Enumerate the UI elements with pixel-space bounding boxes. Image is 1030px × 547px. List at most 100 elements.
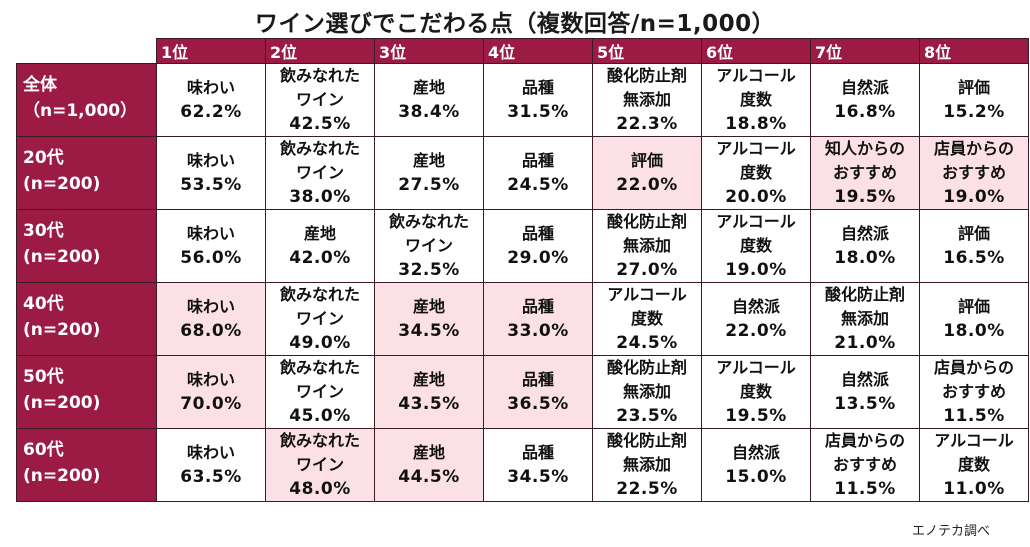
cell-percent: 29.0%: [507, 248, 569, 268]
table-cell: 味わい 70.0%: [156, 355, 266, 429]
cell-percent: 19.0%: [725, 260, 787, 280]
rank-header: 6位: [701, 38, 811, 64]
cell-label: 自然派: [731, 443, 780, 462]
table-cell: 飲みなれた ワイン 45.0%: [265, 355, 375, 429]
cell-percent: 38.0%: [289, 187, 351, 207]
table-cell: アルコール 度数 20.0%: [701, 136, 811, 210]
cell-percent: 15.2%: [943, 102, 1005, 122]
cell-percent: 27.5%: [398, 175, 460, 195]
row-group-label: 40代: [23, 294, 64, 314]
cell-percent: 19.5%: [834, 187, 896, 207]
table-cell: 自然派 15.0%: [701, 428, 811, 502]
cell-label: 自然派: [731, 297, 780, 316]
cell-percent: 18.8%: [725, 114, 787, 134]
cell-label: 産地: [412, 297, 445, 316]
cell-percent: 70.0%: [180, 394, 242, 414]
cell-percent: 22.3%: [616, 114, 678, 134]
cell-label: 飲みなれた ワイン: [279, 358, 360, 401]
cell-label: 産地: [412, 151, 445, 170]
cell-label: 産地: [412, 78, 445, 97]
cell-label: 自然派: [840, 370, 889, 389]
table-cell: アルコール 度数 19.5%: [701, 355, 811, 429]
cell-label: 評価: [630, 151, 663, 170]
table-row: 50代 (n=200) 味わい 70.0% 飲みなれた ワイン 45.0% 産地 43.5% 品…: [16, 355, 1029, 429]
row-group-label: 50代: [23, 367, 64, 387]
cell-percent: 22.0%: [616, 175, 678, 195]
cell-label: アルコール 度数: [716, 66, 796, 109]
ranking-table: 1位 2位 3位 4位 5位 6位 7位 8位 全体 （n=1,000） 味わい 62…: [16, 38, 1029, 502]
cell-percent: 11.0%: [943, 479, 1005, 499]
cell-label: 店員からの おすすめ: [933, 358, 1014, 401]
cell-label: アルコール 度数: [716, 358, 796, 401]
cell-percent: 22.0%: [725, 321, 787, 341]
row-header: 60代 (n=200): [16, 428, 157, 502]
row-sample-size: （n=1,000）: [23, 101, 138, 121]
table-cell: 産地 38.4%: [374, 63, 484, 137]
table-cell: 飲みなれた ワイン 32.5%: [374, 209, 484, 283]
cell-percent: 42.5%: [289, 114, 351, 134]
row-sample-size: (n=200): [23, 466, 101, 486]
table-cell: 飲みなれた ワイン 48.0%: [265, 428, 375, 502]
row-header: 30代 (n=200): [16, 209, 157, 283]
table-cell: 評価 22.0%: [592, 136, 702, 210]
cell-percent: 18.0%: [834, 248, 896, 268]
cell-label: 飲みなれた ワイン: [388, 212, 469, 255]
table-cell: 店員からの おすすめ 11.5%: [810, 428, 920, 502]
cell-percent: 18.0%: [943, 321, 1005, 341]
cell-label: 評価: [957, 78, 990, 97]
cell-percent: 19.5%: [725, 406, 787, 426]
table-body: 全体 （n=1,000） 味わい 62.2% 飲みなれた ワイン 42.5% 産地 38.4%…: [16, 63, 1029, 502]
table-cell: 自然派 13.5%: [810, 355, 920, 429]
table-cell: 品種 24.5%: [483, 136, 593, 210]
cell-percent: 32.5%: [398, 260, 460, 280]
table-cell: 酸化防止剤 無添加 21.0%: [810, 282, 920, 356]
row-sample-size: (n=200): [23, 174, 101, 194]
cell-percent: 11.5%: [834, 479, 896, 499]
table-cell: アルコール 度数 18.8%: [701, 63, 811, 137]
table-cell: 知人からの おすすめ 19.5%: [810, 136, 920, 210]
table-cell: 品種 33.0%: [483, 282, 593, 356]
cell-percent: 34.5%: [507, 467, 569, 487]
cell-label: 自然派: [840, 78, 889, 97]
cell-percent: 23.5%: [616, 406, 678, 426]
row-group-label: 60代: [23, 440, 64, 460]
rank-header: 5位: [592, 38, 702, 64]
cell-label: アルコール 度数: [607, 285, 687, 328]
cell-label: 味わい: [186, 78, 235, 97]
cell-label: 自然派: [840, 224, 889, 243]
cell-percent: 21.0%: [834, 333, 896, 353]
table-cell: 飲みなれた ワイン 38.0%: [265, 136, 375, 210]
cell-label: 品種: [521, 224, 554, 243]
cell-percent: 22.5%: [616, 479, 678, 499]
table-cell: 品種 36.5%: [483, 355, 593, 429]
cell-percent: 24.5%: [616, 333, 678, 353]
table-cell: 品種 29.0%: [483, 209, 593, 283]
rank-header: 2位: [265, 38, 375, 64]
table-cell: 酸化防止剤 無添加 23.5%: [592, 355, 702, 429]
cell-label: 品種: [521, 78, 554, 97]
table-cell: 品種 31.5%: [483, 63, 593, 137]
table-cell: 産地 44.5%: [374, 428, 484, 502]
cell-label: 品種: [521, 443, 554, 462]
table-cell: 店員からの おすすめ 11.5%: [919, 355, 1029, 429]
cell-percent: 16.8%: [834, 102, 896, 122]
row-group-label: 20代: [23, 148, 64, 168]
table-cell: 産地 27.5%: [374, 136, 484, 210]
table-cell: 味わい 62.2%: [156, 63, 266, 137]
cell-label: アルコール 度数: [716, 139, 796, 182]
cell-percent: 48.0%: [289, 479, 351, 499]
cell-percent: 33.0%: [507, 321, 569, 341]
table-cell: アルコール 度数 24.5%: [592, 282, 702, 356]
cell-percent: 27.0%: [616, 260, 678, 280]
cell-percent: 49.0%: [289, 333, 351, 353]
cell-percent: 68.0%: [180, 321, 242, 341]
table-cell: 産地 42.0%: [265, 209, 375, 283]
cell-percent: 43.5%: [398, 394, 460, 414]
cell-percent: 20.0%: [725, 187, 787, 207]
cell-percent: 53.5%: [180, 175, 242, 195]
table-row: 40代 (n=200) 味わい 68.0% 飲みなれた ワイン 49.0% 産地 34.5% 品…: [16, 282, 1029, 356]
cell-label: アルコール 度数: [716, 212, 796, 255]
cell-percent: 11.5%: [943, 406, 1005, 426]
cell-label: 味わい: [186, 224, 235, 243]
rank-header: 7位: [810, 38, 920, 64]
